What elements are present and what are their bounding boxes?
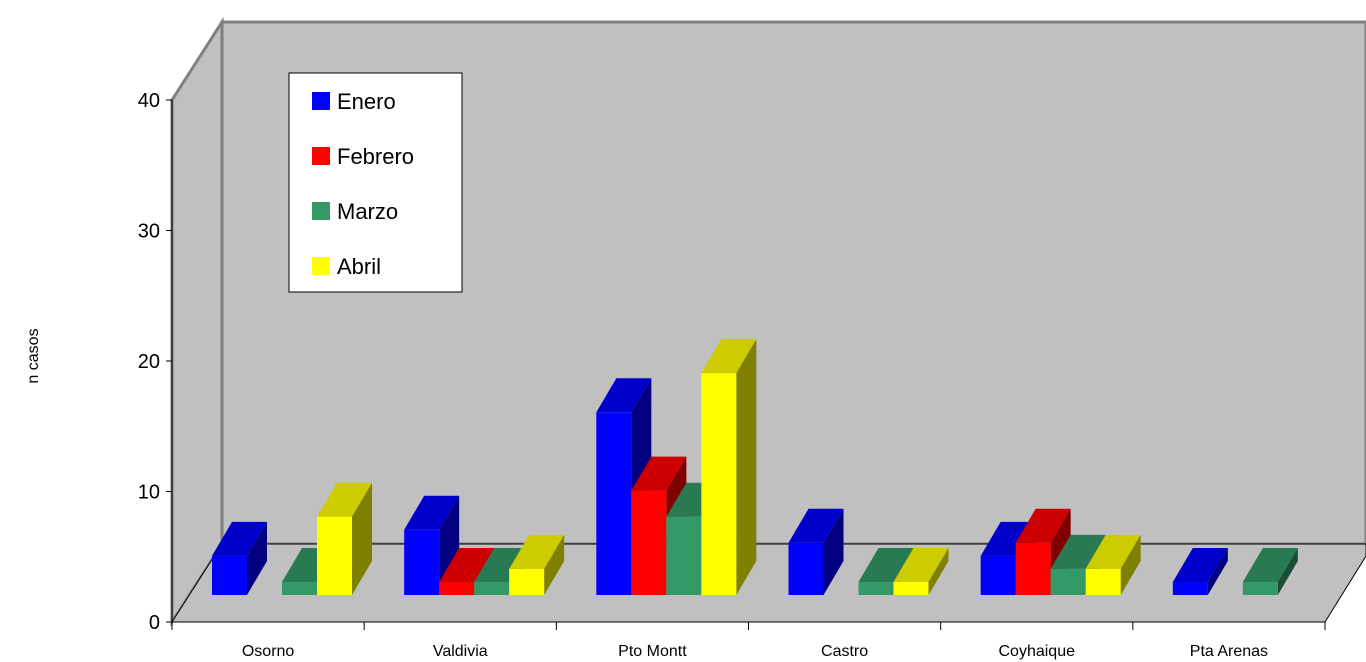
legend-swatch: [312, 147, 330, 165]
y-tick-label: 10: [138, 482, 160, 504]
bar-side: [1277, 547, 1298, 595]
x-axis: Osorno Valdivia Pto Montt Castro Coyhaique Pt…: [171, 621, 1326, 660]
y-axis-label: n casos: [25, 328, 42, 383]
bar-front: [980, 555, 1016, 595]
bar-top: [631, 456, 687, 491]
bar-side: [823, 508, 844, 595]
bar-top: [596, 378, 652, 413]
bar: [212, 521, 267, 595]
x-tick-label: Castro: [821, 643, 868, 660]
bar-front: [317, 516, 352, 595]
bar-side: [928, 547, 949, 595]
y-axis: 0 10 20 30 40: [138, 90, 173, 634]
y-tick-label: 30: [138, 221, 160, 243]
bar-side: [439, 495, 460, 595]
legend-label: Abril: [337, 254, 381, 279]
bar-top: [788, 508, 844, 543]
bar-top: [212, 521, 267, 556]
bar-front: [212, 555, 247, 595]
bar: [1085, 534, 1141, 595]
bar-top: [509, 534, 565, 569]
bar-front: [509, 568, 545, 595]
bar: [788, 508, 844, 595]
bar-top: [439, 547, 495, 582]
chart-bars: [212, 339, 1298, 595]
legend-label: Febrero: [337, 144, 414, 169]
bar-top: [404, 495, 460, 530]
x-tick-label: Pta Arenas: [1190, 643, 1268, 660]
bar-front: [1172, 581, 1208, 595]
bar-front: [474, 581, 510, 595]
y-tick-label: 20: [138, 351, 160, 373]
bar: [893, 547, 949, 595]
bar: [404, 495, 460, 595]
bar-side: [352, 482, 372, 595]
bar-side: [1120, 534, 1141, 595]
bar-front: [439, 581, 475, 595]
bar: [1242, 547, 1298, 595]
bar-side: [247, 521, 267, 595]
bar: [701, 339, 757, 595]
bar: [317, 482, 372, 595]
x-tick-label: Osorno: [242, 643, 295, 660]
bar-top: [317, 482, 372, 517]
bar-top: [474, 547, 530, 582]
bar-front: [1242, 581, 1278, 595]
bar-front: [893, 581, 929, 595]
x-tick-label: Pto Montt: [618, 643, 687, 660]
bar-side: [544, 534, 565, 595]
bar-front: [404, 529, 440, 595]
bar-front: [666, 516, 702, 595]
bar-top: [1015, 508, 1071, 543]
bar-front: [858, 581, 894, 595]
bar-front: [1015, 542, 1051, 595]
legend-swatch: [312, 257, 330, 275]
x-tick-label: Valdivia: [433, 643, 488, 660]
bar: [509, 534, 565, 595]
bar-top: [1085, 534, 1141, 569]
bar-front: [596, 412, 632, 595]
y-tick-label: 0: [149, 612, 160, 634]
legend-label: Marzo: [337, 199, 398, 224]
bar-side: [736, 339, 757, 595]
bar-front: [282, 581, 317, 595]
x-tick-label: Coyhaique: [999, 643, 1076, 660]
bar-front: [1050, 568, 1086, 595]
y-tick-label: 40: [138, 90, 160, 112]
bar-top: [1242, 547, 1298, 582]
bar-top: [1050, 534, 1106, 569]
bar: [1172, 547, 1228, 595]
bar-front: [1085, 568, 1121, 595]
bar-top: [1172, 547, 1228, 582]
bar-front: [701, 373, 737, 595]
legend-swatch: [312, 92, 330, 110]
side-wall: [170, 16, 224, 628]
legend-swatch: [312, 202, 330, 220]
bar-top: [980, 521, 1036, 556]
legend: Enero Febrero Marzo Abril: [288, 72, 463, 293]
bar-front: [788, 542, 824, 595]
bar-top: [858, 547, 914, 582]
bar-side: [1207, 547, 1228, 595]
bar-top: [701, 339, 757, 374]
bar-front: [631, 490, 667, 595]
bar-top: [893, 547, 949, 582]
legend-label: Enero: [337, 89, 396, 114]
